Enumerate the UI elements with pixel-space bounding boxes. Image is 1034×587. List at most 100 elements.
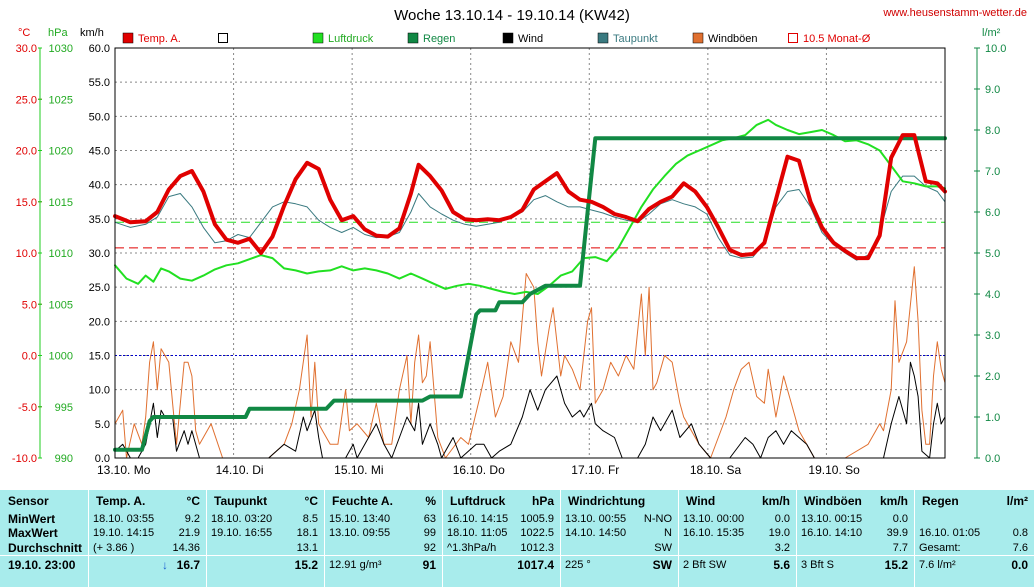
table-column-gust: Windböen km/h 13.10. 00:15 0.0 16.10. 14:10 3… (796, 490, 914, 587)
table-column-wind: Wind km/h 13.10. 00:00 0.0 16.10. 15:35 19.0 3… (678, 490, 796, 587)
legend-label: 10.5 Monat-Ø (803, 33, 871, 45)
legend-swatch (407, 32, 419, 44)
temp-tick-label: 5.0 (22, 299, 37, 311)
cell-value: 1005.9 (520, 513, 554, 525)
cell-date: 16.10. 01:05 (919, 527, 981, 539)
column-unit: l/m² (1006, 494, 1028, 508)
row-label: MaxWert (8, 526, 58, 540)
cell-date: 18.10. 11:05 (447, 527, 508, 539)
rain-tick-label: 0.0 (985, 453, 1000, 465)
rain-tick-label: 5.0 (985, 248, 1000, 260)
rain-tick-label: 10.0 (985, 43, 1006, 55)
legend-label: Regen (423, 33, 455, 45)
day-label: 13.10. Mo (97, 463, 151, 477)
table-column-rain: Regen l/m² 16.10. 01:05 0.8 Gesamt: 7.6 7.6 l/… (914, 490, 1034, 587)
column-unit: °C (186, 494, 200, 508)
table-column-press: Luftdruck hPa 16.10. 14:15 1005.9 18.10. 11:… (442, 490, 560, 587)
day-label: 14.10. Di (216, 463, 264, 477)
cell-value: SW (654, 542, 672, 554)
temp-tick-label: -5.0 (18, 402, 37, 414)
cell-date: 225 ° (565, 559, 591, 571)
column-unit: km/h (879, 494, 908, 508)
cell-value: 8.5 (302, 513, 318, 525)
column-header: Luftdruck (450, 494, 506, 508)
stats-table: Sensor MinWert MaxWert Durchschnitt 19.10. 2… (0, 490, 1034, 587)
cell-date: 13.10. 00:55 (565, 513, 627, 525)
legend-swatch (122, 32, 134, 44)
temp-tick-label: 0.0 (22, 351, 37, 363)
weather-chart: Woche 13.10.14 - 19.10.14 (KW42) www.heu… (11, 7, 1027, 477)
wind-tick-label: 40.0 (89, 180, 110, 192)
chart-legend: Temp. A. Luftdruck Regen Wind Taupunkt Windbö… (122, 32, 871, 45)
column-header: Taupunkt (214, 494, 268, 508)
cell-value: 15.2 (884, 558, 908, 572)
cell-date: (+ 3.86 ) (93, 542, 135, 554)
cell-value: 3.2 (774, 542, 790, 554)
cell-value: 21.9 (178, 527, 200, 539)
cell-value: 7.7 (892, 542, 908, 554)
series-line-taupunkt (114, 175, 946, 261)
wind-tick-label: 30.0 (89, 248, 110, 260)
cell-value: 0.0 (1011, 558, 1028, 572)
table-column-hum: Feuchte A.% 15.10. 13:40 63 13.10. 09:55 99 9… (324, 490, 442, 587)
wind-unit-label: km/h (80, 27, 104, 39)
column-separator (206, 490, 207, 587)
pressure-unit-label: hPa (48, 27, 68, 39)
cell-value: SW (652, 558, 672, 572)
wind-tick-label: 35.0 (89, 214, 110, 226)
wind-tick-label: 5.0 (95, 419, 110, 431)
cell-date: 13.10. 00:00 (683, 513, 745, 525)
day-label: 18.10. Sa (690, 463, 742, 477)
wind-tick-label: 25.0 (89, 282, 110, 294)
site-link[interactable]: www.heusenstamm-wetter.de (882, 7, 1027, 19)
pressure-tick-label: 1030 (49, 43, 73, 55)
column-header: Temp. A. (96, 494, 146, 508)
cell-value: 1012.3 (520, 542, 554, 554)
temp-tick-label: -10.0 (12, 453, 37, 465)
pressure-tick-label: 995 (55, 402, 73, 414)
cell-date: 14.10. 14:50 (565, 527, 627, 539)
pressure-tick-label: 1010 (49, 248, 73, 260)
cell-value: 16.7 (176, 558, 200, 572)
cell-date: 3 Bft S (801, 559, 835, 571)
cell-value: 15.2 (294, 558, 318, 572)
cell-date: 2 Bft SW (683, 559, 727, 571)
rain-tick-label: 4.0 (985, 289, 1000, 301)
pressure-tick-label: 990 (55, 453, 73, 465)
wind-tick-label: 50.0 (89, 111, 110, 123)
cell-date: 7.6 l/m² (919, 559, 956, 571)
wind-tick-label: 55.0 (89, 77, 110, 89)
column-separator (442, 490, 443, 587)
cell-date: 12.91 g/m³ (329, 559, 382, 571)
temp-tick-label: 25.0 (16, 94, 37, 106)
legend-label: Luftdruck (328, 33, 374, 45)
cell-date: 15.10. 13:40 (329, 513, 391, 525)
column-separator (324, 490, 325, 587)
legend-label: Wind (518, 33, 543, 45)
pressure-tick-label: 1020 (49, 146, 73, 158)
legend-swatch (692, 32, 704, 44)
legend-swatch (502, 32, 514, 44)
cell-value: 99 (423, 527, 436, 539)
column-unit: % (425, 494, 436, 508)
cell-date: 18.10. 03:20 (211, 513, 273, 525)
legend-swatch (312, 32, 324, 44)
column-separator (678, 490, 679, 587)
column-unit: km/h (761, 494, 790, 508)
legend-label: Windböen (708, 33, 758, 45)
wind-tick-label: 0.0 (95, 453, 110, 465)
cell-value: 7.6 (1012, 542, 1028, 554)
temp-unit-label: °C (18, 27, 30, 39)
rain-tick-label: 8.0 (985, 125, 1000, 137)
cell-date: 16.10. 15:35 (683, 527, 745, 539)
column-header: Windböen (804, 494, 862, 508)
cell-value: 91 (422, 558, 436, 572)
wind-tick-label: 20.0 (89, 316, 110, 328)
rain-tick-label: 7.0 (985, 166, 1000, 178)
table-column-sensor: Sensor MinWert MaxWert Durchschnitt 19.10. 2… (0, 490, 88, 587)
column-header: Wind (686, 494, 716, 508)
pressure-tick-label: 1015 (49, 197, 73, 209)
table-divider (0, 555, 1034, 556)
pressure-tick-label: 1005 (49, 299, 73, 311)
wind-tick-label: 10.0 (89, 385, 110, 397)
